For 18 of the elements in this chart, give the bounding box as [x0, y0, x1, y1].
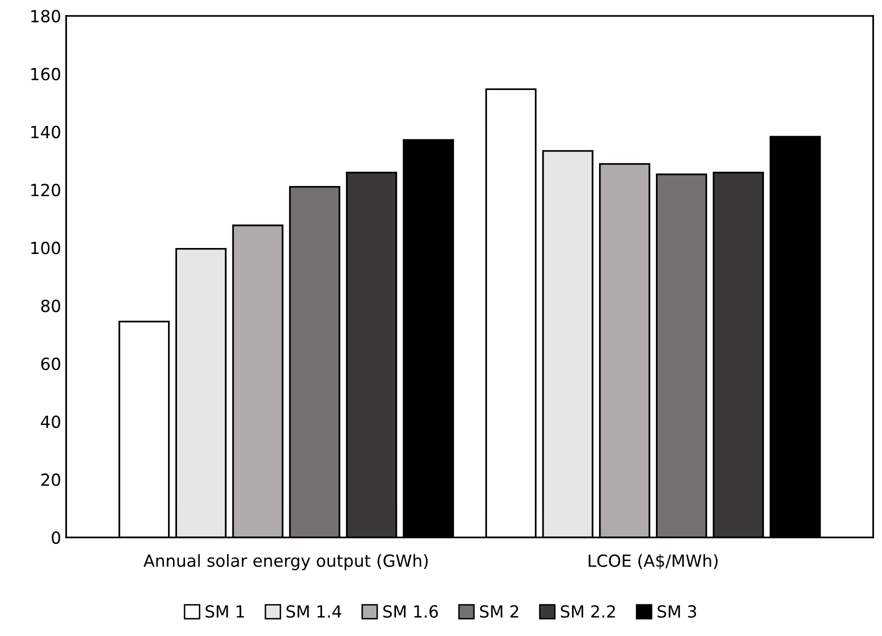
y-tick-label: 40: [40, 415, 60, 428]
x-tick-label: LCOE (A$/MWh): [588, 554, 718, 570]
y-tick-label: 100: [31, 242, 60, 254]
x-tick-label: Annual solar energy output (GWh): [144, 554, 428, 570]
y-tick-label: 60: [41, 358, 60, 370]
y-tick-label: 160: [31, 68, 60, 80]
legend-label: SM 1.6: [383, 605, 438, 618]
legend-label: SM 2: [480, 605, 518, 618]
legend-label: SM 1: [206, 605, 244, 618]
legend-label: SM 3: [658, 605, 696, 618]
legend-label: SM 2.2: [560, 605, 615, 618]
y-tick-label: 140: [31, 126, 60, 138]
y-tick-label: 120: [31, 184, 60, 196]
legend-label: SM 1.4: [286, 605, 342, 618]
y-tick-label: 80: [41, 300, 60, 312]
y-tick-label: 0: [52, 531, 60, 544]
y-tick-label: 180: [31, 10, 60, 22]
y-tick-label: 20: [41, 473, 60, 486]
